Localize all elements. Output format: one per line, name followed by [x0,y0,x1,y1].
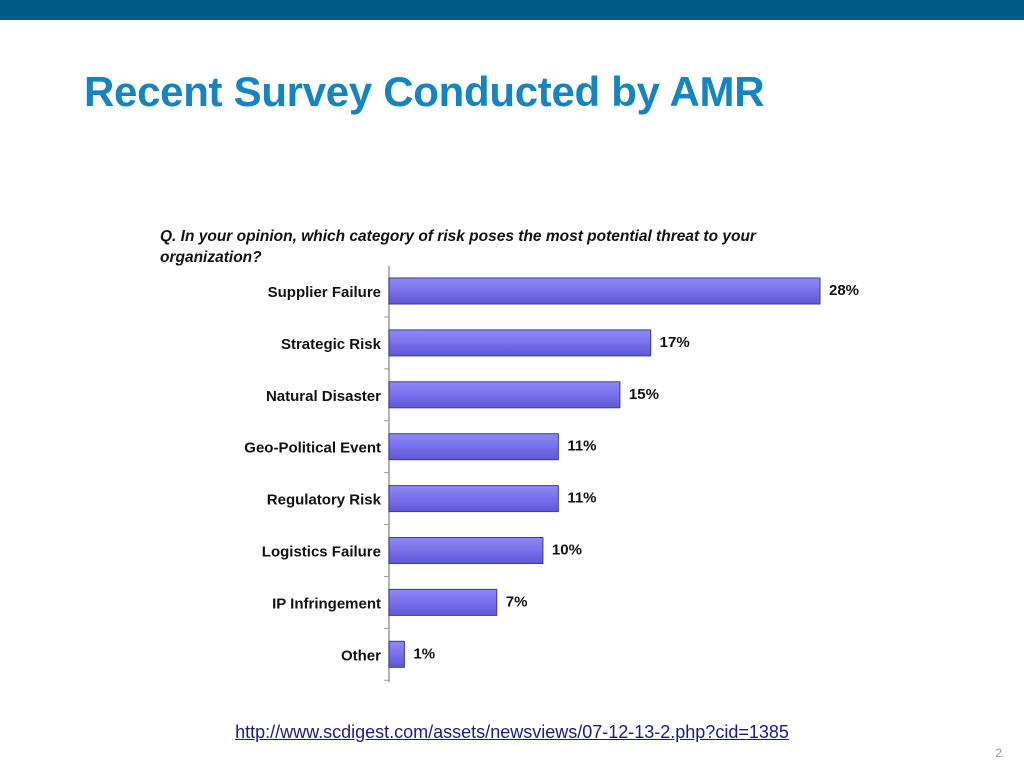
category-label: Strategic Risk [281,336,382,353]
source-link[interactable]: http://www.scdigest.com/assets/newsviews… [235,722,789,742]
category-label: Other [341,647,381,664]
value-label: 10% [552,542,582,559]
slide-title: Recent Survey Conducted by AMR [84,68,765,115]
bar-natural-disaster [388,381,621,409]
bar-supplier-failure [388,277,821,305]
value-label: 28% [829,282,859,299]
top-banner [0,0,1024,20]
category-label: Regulatory Risk [267,492,382,509]
value-label: 11% [567,438,596,455]
slide-number: 2 [995,746,1002,760]
chart-question-title: Q. In your opinion, which category of ri… [160,228,756,266]
category-label: Supplier Failure [268,284,381,301]
value-label: 1% [413,645,435,662]
category-label: Natural Disaster [266,388,381,405]
bar-regulatory-risk [388,485,559,513]
bar-logistics-failure [388,537,544,564]
value-label: 11% [567,490,596,507]
category-label: Logistics Failure [262,544,381,561]
value-label: 17% [660,334,690,351]
category-label: IP Infringement [272,595,381,612]
bar-other [388,640,405,668]
bar-strategic-risk [388,329,652,357]
value-label: 15% [629,386,659,403]
category-label: Geo-Political Event [244,440,381,457]
value-label: 7% [506,593,528,610]
bar-ip-infringement [388,588,498,616]
bar-geo-political-event [388,433,559,461]
